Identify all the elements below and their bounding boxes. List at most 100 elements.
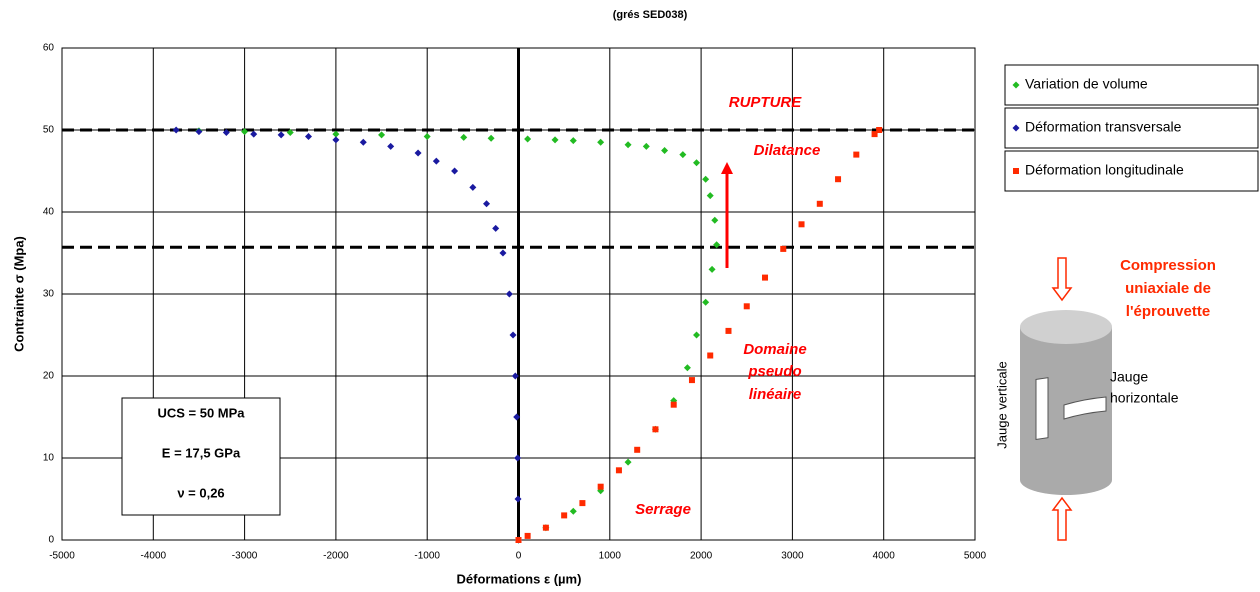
annotation: Domaine [743,341,806,358]
x-tick-label: 1000 [599,551,622,562]
x-tick-label: -2000 [323,551,349,562]
point [711,216,719,224]
gauge-label: Jauge verticale [994,361,1009,448]
point [513,413,521,421]
x-axis-title: Déformations ε (µm) [457,571,582,586]
point [661,147,669,154]
arrow-head [721,162,733,174]
point [693,331,701,339]
point [505,290,513,298]
point [780,245,787,252]
point [707,352,714,359]
point [514,495,522,503]
point [569,137,577,145]
gauge-label: horizontale [1110,390,1179,406]
legend-marker [1012,124,1020,132]
point [359,138,367,146]
x-tick-label: -5000 [49,551,75,562]
annotation: pseudo [747,363,801,380]
point [871,131,878,138]
point [551,136,559,144]
x-tick-label: 2000 [690,551,713,562]
point [305,133,313,141]
point [624,141,632,149]
point [597,138,605,146]
point [250,130,258,138]
diagram-caption: Compression [1120,257,1216,274]
legend-marker [1013,168,1019,174]
y-tick-label: 50 [43,125,55,136]
x-tick-label: -4000 [141,551,167,562]
point [670,401,677,408]
point [451,167,459,175]
x-tick-label: 4000 [873,551,896,562]
point [713,241,721,249]
annotation: linéaire [749,386,802,403]
y-tick-label: 40 [43,207,55,218]
y-tick-label: 0 [48,535,54,546]
point [332,130,340,138]
point [524,532,531,539]
point [432,157,440,165]
point [332,136,340,144]
specimen-diagram [1020,257,1112,541]
point [743,303,750,310]
point [708,265,716,273]
point [702,298,710,306]
point [679,151,687,159]
x-tick-label: 3000 [781,551,804,562]
point [423,133,431,141]
annotation: RUPTURE [729,94,802,111]
legend-marker [1012,81,1020,89]
info-text: UCS = 50 MPa [157,405,245,420]
chart-title: (grés SED038) [613,9,688,21]
point [561,512,568,519]
point [499,249,507,257]
y-tick-label: 10 [43,453,55,464]
point [835,176,842,183]
point [195,128,203,136]
point [579,500,586,507]
y-tick-label: 60 [43,43,55,54]
point [597,483,604,490]
legend-box [1004,107,1259,149]
point [683,364,691,372]
point [816,200,823,207]
annotation: Serrage [635,501,691,518]
point [725,327,732,334]
point [688,377,695,384]
point [492,224,500,232]
point [615,467,622,474]
point [509,331,517,339]
x-tick-label: -3000 [232,551,258,562]
point [277,131,285,139]
point [798,221,805,228]
diagram-caption: uniaxiale de [1125,280,1211,297]
point [693,159,701,167]
point [483,200,491,208]
point [706,192,714,200]
info-text: ν = 0,26 [177,485,224,500]
point [514,454,522,462]
diagram-caption: l'éprouvette [1126,303,1210,320]
point [624,458,632,466]
info-text: E = 17,5 GPa [162,445,241,460]
point [515,537,522,543]
info-box [121,397,281,516]
point [762,274,769,281]
y-axis-title: Contrainte σ (Mpa) [11,236,26,352]
legend-box [1004,150,1259,192]
x-tick-label: 5000 [964,551,987,562]
annotation: Dilatance [754,142,821,159]
x-tick-label: 0 [516,551,522,562]
point [702,175,710,183]
point [642,142,650,150]
point [652,426,659,433]
gauge-label: Jauge [1110,369,1148,385]
point [487,134,495,142]
point [853,151,860,158]
point [542,524,549,531]
point [241,128,249,136]
point [172,126,180,134]
